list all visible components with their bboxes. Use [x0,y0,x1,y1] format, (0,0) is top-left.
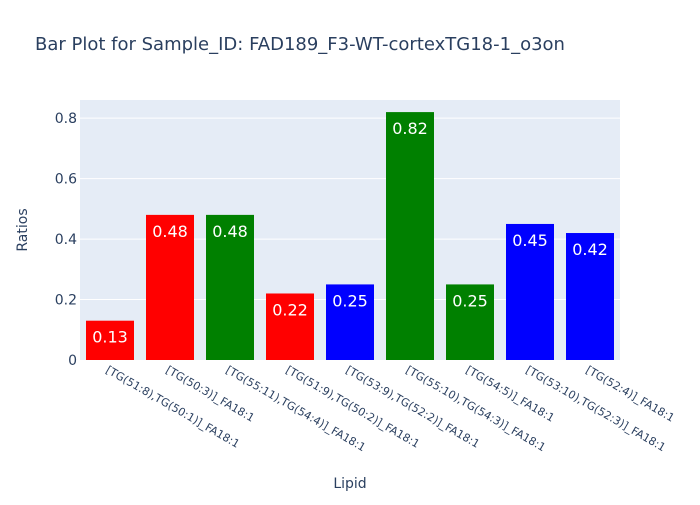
y-tick-label: 0.6 [55,172,77,188]
chart-title: Bar Plot for Sample_ID: FAD189_F3-WT-cor… [35,34,565,55]
bar-value-label: 0.48 [212,222,248,241]
bar-value-label: 0.48 [152,222,188,241]
bar [266,293,314,360]
bar-value-label: 0.25 [452,291,488,310]
bar [326,284,374,360]
bar [506,223,554,360]
bar [386,112,434,361]
bars [86,112,614,361]
y-tick-label: 0.8 [55,111,77,127]
bar [206,214,254,360]
bar-value-labels: 0.13 0.48 0.48 0.22 0.25 0.82 0.25 0.45 0.42 [92,119,608,347]
bar [446,284,494,360]
bar-value-label: 0.82 [392,119,428,138]
bar-value-label: 0.13 [92,328,128,347]
y-tick-label: 0 [68,353,77,369]
y-axis-ticks: 0 0.2 0.4 0.6 0.8 [55,111,77,369]
bar-value-label: 0.45 [512,231,548,250]
y-tick-label: 0.4 [55,232,77,248]
y-tick-label: 0.2 [55,293,77,309]
bar-value-label: 0.25 [332,291,368,310]
bar [86,320,134,360]
y-axis-title: Ratios [15,208,31,251]
bar [146,214,194,360]
bar [566,233,614,360]
x-axis-title: Lipid [333,476,366,492]
bar-value-label: 0.42 [572,240,608,259]
bar-value-label: 0.22 [272,300,308,319]
